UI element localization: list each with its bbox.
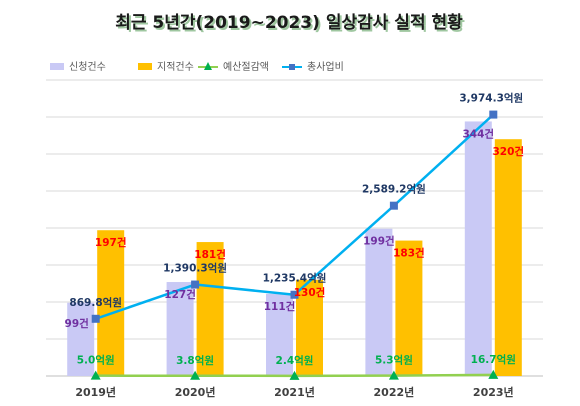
bar-지적건수-2020년 <box>196 242 224 376</box>
data-label-지적건수-2021년: 130건 <box>294 286 326 299</box>
data-label-지적건수-2023년: 320건 <box>493 145 525 158</box>
chart-title: 최근 5년간(2019~2023) 일상감사 실적 현황 <box>115 13 463 33</box>
legend-label-예산절감액: 예산절감액 <box>223 60 269 73</box>
bar-지적건수-2023년 <box>494 139 522 376</box>
bar-지적건수-2022년 <box>395 240 423 376</box>
data-label-신청건수-2021년: 111건 <box>264 300 296 313</box>
legend-swatch-지적건수 <box>138 63 152 70</box>
bar-신청건수-2019년 <box>67 302 95 376</box>
data-label-예산절감액-2021년: 2.4억원 <box>276 354 314 367</box>
marker-총사업비-2023년 <box>489 110 498 119</box>
bar-신청건수-2021년 <box>266 293 293 376</box>
chart-title-shadow: 최근 5년간(2019~2023) 일상감사 실적 현황 <box>117 15 465 35</box>
data-label-신청건수-2023년: 344건 <box>463 127 495 140</box>
legend-marker-총사업비 <box>289 64 295 70</box>
data-label-총사업비-2022년: 2,589.2억원 <box>362 183 426 196</box>
data-labels: 99건 127건 111건 199건 344건 197건 181건 130건 183건 320건 5… <box>65 92 525 367</box>
marker-총사업비-2019년 <box>91 314 100 323</box>
data-label-총사업비-2023년: 3,974.3억원 <box>459 92 523 105</box>
bar-지적건수-2021년 <box>296 279 323 376</box>
marker-예산절감액-2023년 <box>488 369 499 379</box>
legend: 신청건수 지적건수 예산절감액 총사업비 <box>50 60 344 73</box>
x-tick-label: 2021년 <box>274 385 315 399</box>
marker-총사업비-2022년 <box>389 201 398 210</box>
lines <box>90 110 499 380</box>
marker-총사업비-2021년 <box>290 290 299 299</box>
x-tick-label: 2020년 <box>175 385 216 399</box>
x-tick-label: 2019년 <box>75 385 116 399</box>
data-label-총사업비-2021년: 1,235.4억원 <box>263 272 327 285</box>
data-label-총사업비-2019년: 869.8억원 <box>69 296 122 309</box>
bars <box>67 121 522 376</box>
legend-label-지적건수: 지적건수 <box>157 61 194 73</box>
data-label-지적건수-2019년: 197건 <box>95 236 127 249</box>
marker-예산절감액-2019년 <box>90 370 101 380</box>
data-label-신청건수-2020년: 127건 <box>164 288 196 301</box>
marker-예산절감액-2020년 <box>190 370 201 380</box>
x-axis: 2019년 2020년 2021년 2022년 2023년 <box>75 385 513 399</box>
data-label-예산절감액-2020년: 3.8억원 <box>176 354 214 367</box>
x-tick-label: 2023년 <box>473 385 514 399</box>
marker-총사업비-2020년 <box>191 280 200 289</box>
data-label-신청건수-2022년: 199건 <box>363 235 395 248</box>
data-label-총사업비-2020년: 1,390.3억원 <box>163 262 227 275</box>
bar-지적건수-2019년 <box>97 230 125 376</box>
data-label-예산절감액-2023년: 16.7억원 <box>471 353 516 366</box>
x-tick-label: 2022년 <box>374 385 415 399</box>
legend-label-총사업비: 총사업비 <box>307 60 344 73</box>
chart-title-group: 최근 5년간(2019~2023) 일상감사 실적 현황 최근 5년간(2019… <box>115 13 465 35</box>
data-label-지적건수-2020년: 181건 <box>194 248 226 261</box>
data-label-예산절감액-2022년: 5.3억원 <box>375 354 413 367</box>
legend-marker-예산절감액 <box>204 62 212 70</box>
data-label-예산절감액-2019년: 5.0억원 <box>77 354 115 367</box>
marker-예산절감액-2022년 <box>388 370 399 380</box>
bar-신청건수-2020년 <box>166 282 194 376</box>
marker-예산절감액-2021년 <box>289 370 300 380</box>
bar-신청건수-2022년 <box>365 228 393 376</box>
data-label-지적건수-2022년: 183건 <box>393 247 425 260</box>
data-label-신청건수-2019년: 99건 <box>65 317 89 330</box>
legend-label-신청건수: 신청건수 <box>69 61 106 73</box>
bar-신청건수-2023년 <box>464 121 492 376</box>
legend-swatch-신청건수 <box>50 63 64 70</box>
